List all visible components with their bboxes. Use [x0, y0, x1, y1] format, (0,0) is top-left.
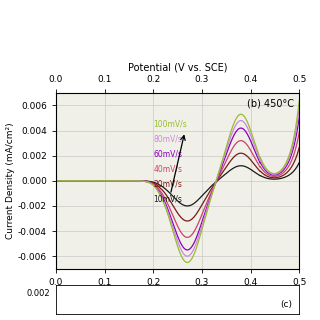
Text: 20mV/s: 20mV/s	[153, 179, 182, 188]
Text: (b) 450°C: (b) 450°C	[247, 98, 294, 108]
Text: 40mV/s: 40mV/s	[153, 164, 182, 173]
X-axis label: Potential (V vs. SCE): Potential (V vs. SCE)	[128, 63, 227, 73]
Text: (c): (c)	[280, 300, 292, 309]
Text: 80mV/s: 80mV/s	[153, 134, 182, 143]
X-axis label: Potential (V vs. SCE): Potential (V vs. SCE)	[128, 290, 227, 300]
Text: 0.002: 0.002	[27, 289, 51, 298]
Y-axis label: Current Density (mA/cm²): Current Density (mA/cm²)	[6, 123, 15, 239]
Text: 60mV/s: 60mV/s	[153, 149, 182, 158]
Text: 10mV/s: 10mV/s	[153, 194, 182, 203]
Text: 100mV/s: 100mV/s	[153, 119, 187, 128]
